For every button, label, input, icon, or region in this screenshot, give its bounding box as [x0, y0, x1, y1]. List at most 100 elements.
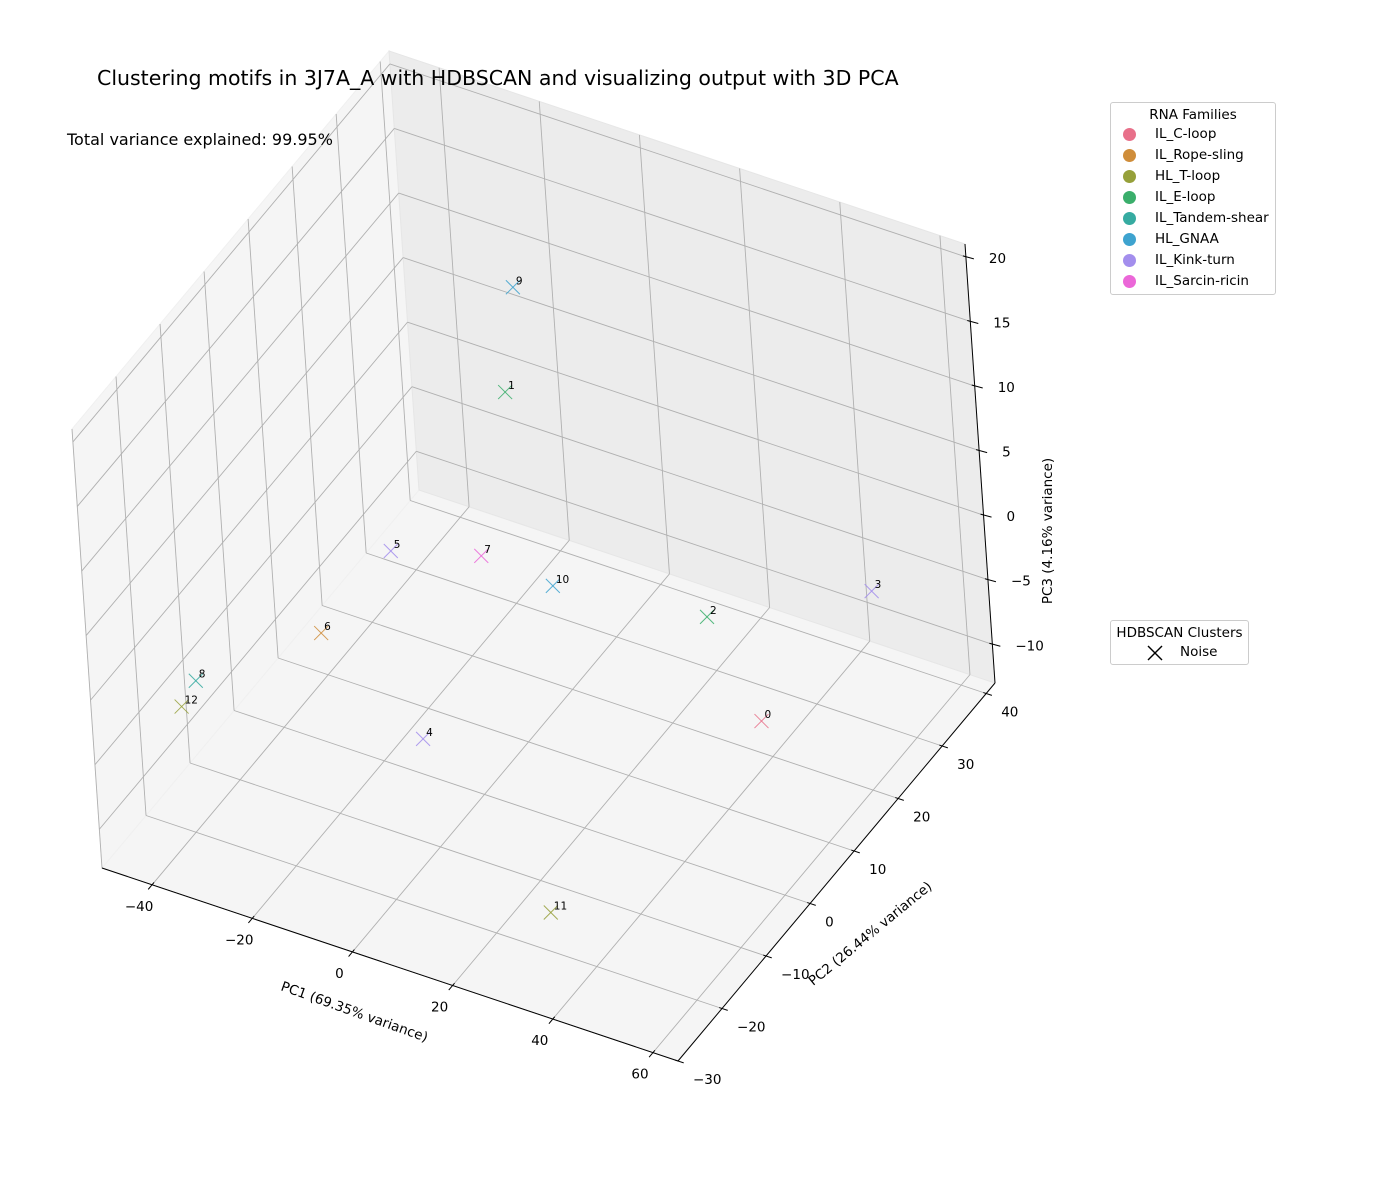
legend-label: IL_E-loop [1155, 189, 1216, 205]
y-grid-line [410, 500, 987, 694]
z-axis-label: PC3 (4.16% variance) [1040, 458, 1056, 604]
legend-item: IL_Sarcin-ricin [1111, 271, 1275, 292]
y-tick-label: 10 [869, 862, 886, 878]
point-label: 9 [516, 275, 523, 287]
y-grid-line [189, 762, 767, 957]
x-axis-label: PC1 (69.35% variance) [279, 979, 430, 1046]
z-tick-mark [971, 384, 983, 389]
y-tick-label: −30 [693, 1072, 722, 1088]
x-marker [864, 583, 880, 599]
z-grid-line [72, 63, 391, 443]
point-label: 2 [710, 605, 717, 617]
data-point: 6 [313, 621, 331, 641]
z-tick-label: 5 [1002, 445, 1011, 461]
point-label: 11 [554, 901, 567, 913]
x-tick-mark [348, 949, 355, 957]
x-marker [174, 699, 189, 714]
data-point: 12 [174, 695, 198, 714]
y-tick-label: −20 [737, 1020, 766, 1036]
legend-title: RNA Families [1149, 107, 1237, 123]
point-label: 0 [764, 709, 771, 721]
x-tick-label: −20 [225, 932, 254, 948]
legend-item: IL_Rope-sling [1111, 145, 1275, 166]
y-tick-label: 30 [957, 757, 974, 773]
legend-marker [1123, 212, 1136, 225]
z-tick-mark [989, 642, 1001, 647]
x-marker [383, 543, 399, 559]
x-marker [473, 548, 489, 564]
point-label: 10 [556, 574, 569, 586]
x-grid-line [438, 67, 470, 507]
y-tick-label: 20 [913, 810, 930, 826]
point-label: 7 [484, 544, 491, 556]
y-grid-line [366, 552, 943, 747]
y-axis-label: PC2 (26.44% variance) [806, 879, 936, 990]
y-grid-line [379, 61, 411, 501]
z-tick-label: −5 [1011, 574, 1031, 590]
legend-marker [1123, 149, 1136, 162]
z-tick-label: 15 [993, 315, 1010, 331]
legend-label: HL_GNAA [1155, 231, 1219, 247]
z-grid-line [416, 450, 993, 645]
x-tick-mark [648, 1049, 656, 1058]
y-tick-mark [983, 692, 993, 696]
y-grid-line [321, 605, 899, 799]
data-point: 0 [754, 709, 771, 729]
legend-label: Noise [1180, 644, 1218, 660]
x-tick-mark [548, 1016, 556, 1024]
legend-item: IL_E-loop [1111, 187, 1275, 208]
z-grid-line [76, 128, 395, 507]
y-grid-line [159, 323, 191, 764]
grid-lines [71, 61, 993, 1062]
legend-label: IL_C-loop [1155, 126, 1217, 142]
legend-item: IL_Kink-turn [1111, 250, 1275, 271]
x-tick-mark [248, 915, 255, 924]
z-grid-line [90, 321, 408, 701]
data-point: 1 [497, 380, 515, 400]
x-marker [754, 713, 769, 729]
x-tick-mark [147, 882, 155, 890]
z-grid-line [81, 192, 400, 572]
x-marker [313, 625, 329, 641]
x-marker [497, 384, 513, 400]
z-tick-label: 10 [998, 380, 1015, 396]
z-tick-label: 0 [1007, 509, 1016, 525]
z-axis-line [964, 243, 996, 684]
x-marker [699, 609, 715, 625]
z-grid-line [407, 321, 984, 516]
variance-annotation: Total variance explained: 99.95% [67, 130, 333, 149]
data-point: 8 [188, 669, 205, 689]
data-point: 4 [415, 727, 433, 747]
y-tick-mark [719, 1007, 728, 1011]
legend-item: HL_T-loop [1111, 166, 1275, 187]
z-grid-line [389, 63, 967, 258]
x-tick-label: 20 [431, 999, 448, 1015]
x-tick-mark [448, 982, 455, 991]
z-tick-mark [962, 255, 975, 260]
y-tick-mark [895, 797, 904, 801]
x-marker [545, 578, 561, 594]
z-grid-line [99, 450, 417, 830]
legend-item: IL_Tandem-shear [1111, 208, 1275, 229]
data-point: 11 [543, 901, 567, 920]
data-point: 5 [383, 539, 401, 559]
y-tick-mark [763, 954, 772, 959]
x-axis-line [101, 867, 679, 1062]
z-tick-mark [967, 319, 979, 324]
x-marker-icon [1147, 645, 1163, 661]
point-label: 5 [394, 539, 401, 551]
axes-panes [71, 49, 996, 1062]
x-grid-line [939, 235, 971, 675]
legend-marker [1123, 275, 1136, 288]
hdbscan-clusters-legend: HDBSCAN Clusters Noise [1110, 620, 1249, 665]
legend-marker [1123, 233, 1136, 246]
legend-item: Noise [1111, 642, 1248, 663]
legend-label: IL_Kink-turn [1155, 252, 1235, 268]
legend-title: HDBSCAN Clusters [1116, 625, 1243, 641]
y-grid-line [233, 710, 811, 904]
y-tick-label: 40 [1001, 705, 1018, 721]
x-tick-label: −40 [125, 899, 154, 915]
point-label: 4 [426, 727, 433, 739]
